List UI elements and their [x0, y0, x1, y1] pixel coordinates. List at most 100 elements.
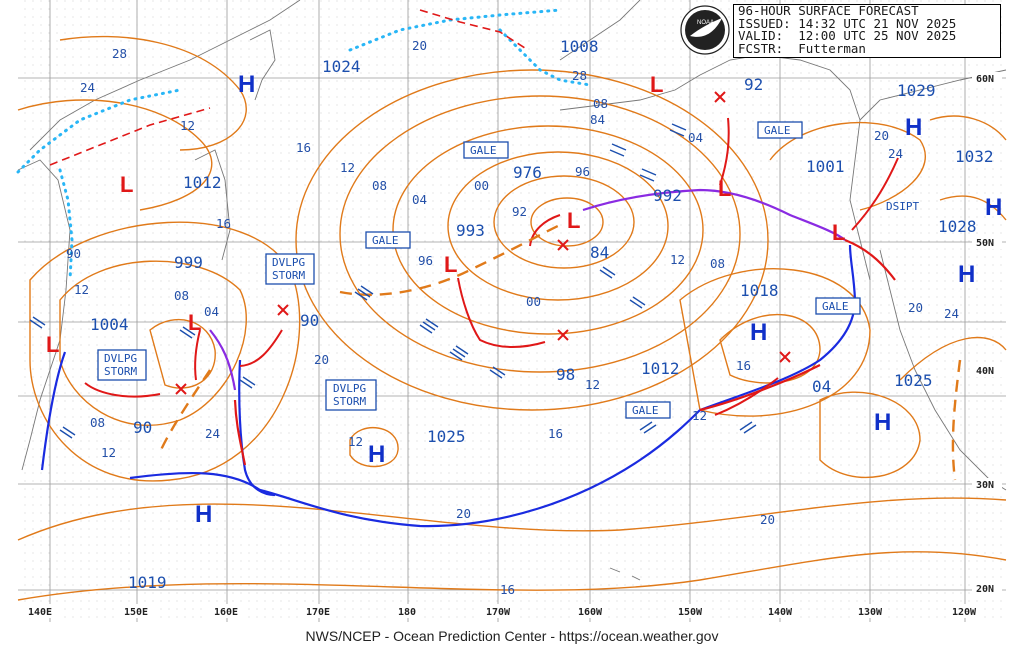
high-symbol: H: [985, 194, 1002, 221]
isobar-label: 20: [456, 506, 471, 521]
isobar-label: 12: [692, 408, 707, 423]
pressure-label: 1025: [427, 427, 466, 446]
pressure-label: 90: [300, 311, 319, 330]
low-symbol: L: [650, 72, 663, 97]
low-symbol: L: [832, 220, 845, 245]
isobar-label: 04: [412, 192, 427, 207]
storm-label: DVLPG: [272, 256, 305, 269]
isobar-label: 08: [372, 178, 387, 193]
gale-label: GALE: [822, 300, 849, 313]
pressure-label: 04: [812, 377, 831, 396]
logo-text: NOAA: [697, 20, 714, 26]
pressure-label: 1012: [641, 359, 680, 378]
pressure-label: 1019: [128, 573, 167, 592]
isobar-label: 12: [74, 282, 89, 297]
high-symbol: H: [368, 441, 385, 468]
isobar-label: 12: [101, 445, 116, 460]
coastlines: [17, 0, 1007, 581]
low-symbol: L: [567, 208, 580, 233]
troughs: [158, 223, 962, 481]
pressure-label: 90: [133, 418, 152, 437]
header-forecaster: FCSTR: Futterman: [738, 40, 866, 56]
forecast-header: 96-HOUR SURFACE FORECAST ISSUED: 14:32 U…: [733, 4, 1001, 58]
dissipating-label: DSIPT: [886, 200, 919, 213]
lon-label: 120W: [952, 607, 977, 618]
isobar-label: 16: [548, 426, 563, 441]
isobar-label: 24: [205, 426, 220, 441]
isobar-label: 24: [80, 80, 95, 95]
lon-label: 160E: [214, 607, 238, 618]
lon-label: 150E: [124, 607, 148, 618]
low-symbol: L: [718, 176, 731, 201]
lon-label: 170E: [306, 607, 330, 618]
isobar-label: 12: [348, 434, 363, 449]
isobar-label: 20: [314, 352, 329, 367]
isobar-label: 00: [474, 178, 489, 193]
isobar-label: 12: [670, 252, 685, 267]
storm-label: STORM: [104, 365, 137, 378]
ice-limit: [49, 9, 529, 166]
storm-label: DVLPG: [104, 352, 137, 365]
pressure-label: 1004: [90, 315, 129, 334]
high-symbol: H: [195, 501, 212, 528]
center-pressures: 1024 1008 1029 1032 1028 1012 1001 92 97…: [90, 37, 994, 592]
low-symbol: L: [120, 172, 133, 197]
pressure-label: 92: [744, 75, 763, 94]
high-symbol: H: [874, 409, 891, 436]
pressure-label: 976: [513, 163, 542, 182]
high-symbol: H: [958, 261, 975, 288]
isobar-labels: 28 24 20 16 12 08 04 00 96 92 16 12 08 0…: [66, 38, 959, 597]
pressure-label: 1032: [955, 147, 994, 166]
isobar-label: 16: [216, 216, 231, 231]
low-symbol: L: [444, 252, 457, 277]
isobar-label: 12: [585, 377, 600, 392]
isobar-label: 08: [174, 288, 189, 303]
header-issued: ISSUED: 14:32 UTC 21 NOV 2025: [738, 15, 957, 31]
isobar-label: 28: [572, 68, 587, 83]
isobar-label: 90: [66, 246, 81, 261]
lon-label: 160W: [578, 607, 603, 618]
isobar-label: 96: [418, 253, 433, 268]
pressure-label: 84: [590, 243, 609, 262]
pressure-label: 1024: [322, 57, 361, 76]
lon-label: 140W: [768, 607, 793, 618]
isobar-label: 84: [590, 112, 605, 127]
credit-line[interactable]: NWS/NCEP - Ocean Prediction Center - htt…: [305, 628, 719, 644]
isobar-label: 96: [575, 164, 590, 179]
isobar-label: 92: [512, 204, 527, 219]
gale-label: GALE: [470, 144, 497, 157]
pressure-label: 1001: [806, 157, 845, 176]
storm-label: STORM: [272, 269, 305, 282]
pressure-label: 98: [556, 365, 575, 384]
pressure-label: 1012: [183, 173, 222, 192]
storm-tracks: [84, 117, 899, 416]
high-symbol: H: [750, 319, 767, 346]
longitude-labels: 140E 150E 160E 170E 180 170W 160W 150W 1…: [22, 604, 982, 618]
isobar-label: 04: [688, 130, 703, 145]
header-title: 96-HOUR SURFACE FORECAST: [738, 3, 919, 18]
lat-label: 50N: [976, 238, 994, 249]
isobar-label: 24: [944, 306, 959, 321]
lat-label: 40N: [976, 366, 994, 377]
header-valid: VALID: 12:00 UTC 25 NOV 2025: [738, 28, 957, 43]
isobar-label: 08: [90, 415, 105, 430]
high-symbol: H: [238, 71, 255, 98]
isobar-label: 20: [760, 512, 775, 527]
gale-label: GALE: [372, 234, 399, 247]
pressure-label: 1025: [894, 371, 933, 390]
isobar-label: 20: [874, 128, 889, 143]
lon-label: 170W: [486, 607, 511, 618]
low-symbol: L: [188, 310, 201, 335]
gale-label: GALE: [632, 404, 659, 417]
gale-warnings: GALE GALE GALE GALE GALE: [365, 121, 861, 419]
lon-label: 150W: [678, 607, 703, 618]
isobar-label: 08: [710, 256, 725, 271]
wind-barbs: [29, 123, 757, 439]
isobar-label: 16: [296, 140, 311, 155]
ice-edge: [16, 8, 592, 282]
low-markers: [175, 91, 791, 395]
isobar-label: 16: [736, 358, 751, 373]
lon-label: 180: [398, 607, 416, 618]
lon-label: 140E: [28, 607, 52, 618]
high-symbol: H: [905, 114, 922, 141]
